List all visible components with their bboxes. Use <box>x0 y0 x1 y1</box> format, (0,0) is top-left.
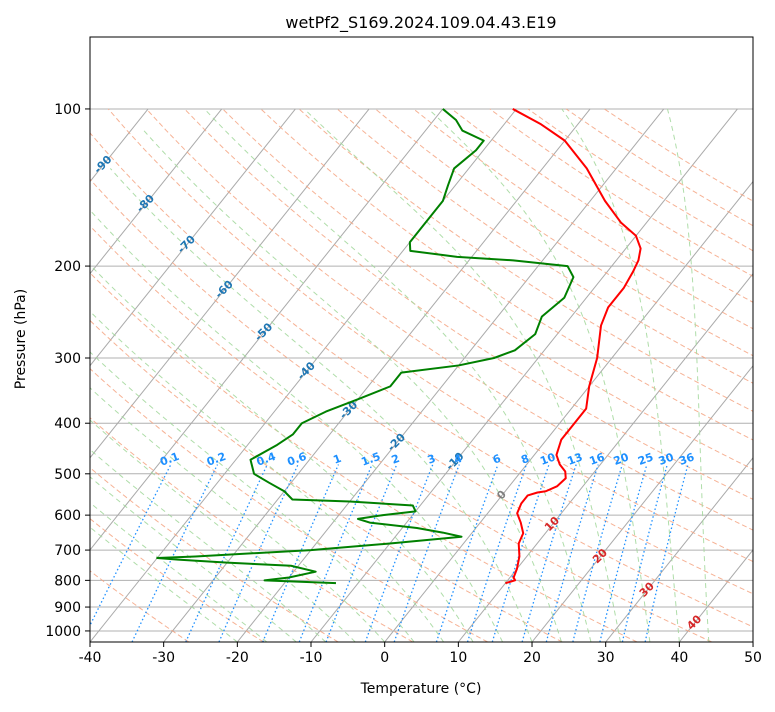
mixing-ratio-label: 8 <box>519 452 531 467</box>
mixing-ratio-label: 13 <box>566 451 585 468</box>
dry-adiabats <box>0 109 775 642</box>
isotherm-line <box>0 109 369 642</box>
isotherm-line <box>311 109 737 642</box>
dry-adiabat-line <box>0 109 338 642</box>
x-tick-label: 40 <box>670 650 688 666</box>
dry-adiabat-line <box>299 109 775 642</box>
x-tick-label: 20 <box>523 650 541 666</box>
y-tick-label: 800 <box>54 573 81 589</box>
mixing-ratio-label: 16 <box>588 450 607 468</box>
dewpoint-profile-line <box>157 109 573 583</box>
x-tick-label: -20 <box>226 650 249 666</box>
moist-adiabat-line <box>0 380 237 642</box>
mixing-ratio-label: 36 <box>677 450 696 468</box>
moist-adiabat-line <box>428 109 649 642</box>
x-tick-label: 50 <box>744 650 762 666</box>
dry-adiabat-line <box>0 109 488 642</box>
isotherm-line <box>0 109 222 642</box>
x-axis-label: Temperature (°C) <box>360 681 482 697</box>
dry-adiabat-label: 40 <box>684 612 704 632</box>
dry-adiabat-line <box>146 109 775 642</box>
isotherm-line <box>0 109 1 642</box>
isotherm-line <box>458 109 775 642</box>
isotherm-line <box>679 109 775 642</box>
y-axis-label: Pressure (hPa) <box>13 289 29 389</box>
dry-adiabat-label: -30 <box>337 398 360 421</box>
chart-title: wetPf2_S169.2024.109.04.43.E19 <box>285 13 556 33</box>
mixing-ratio-line <box>546 465 598 642</box>
isotherm-line <box>753 109 775 642</box>
y-axis-ticks: 100 200 300 400 500 600 700 800 900 1000 <box>45 102 90 640</box>
moist-adiabat-line <box>144 131 562 642</box>
mixing-ratio-label: 25 <box>636 451 655 468</box>
x-axis-ticks: -40 -30 -20 -10 0 10 20 30 40 50 <box>79 642 762 666</box>
isotherm-line <box>385 109 775 642</box>
y-tick-label: 500 <box>54 467 81 483</box>
moist-adiabat-line <box>110 168 532 642</box>
mixing-ratio-label: 20 <box>612 450 631 468</box>
mixing-ratio-label: 0.4 <box>255 450 278 469</box>
x-tick-label: -40 <box>79 650 102 666</box>
dry-adiabat-label: -80 <box>134 192 157 215</box>
dry-adiabat-line <box>375 109 775 642</box>
mixing-ratio-line <box>326 465 397 642</box>
mixing-ratio-label: 10 <box>538 450 557 468</box>
dry-adiabat-label: 30 <box>637 579 657 599</box>
dry-adiabat-label: -20 <box>385 431 408 454</box>
mixing-ratio-label: 0.1 <box>158 450 181 469</box>
mixing-ratio-line <box>522 465 576 642</box>
mixing-ratio-label: 0.2 <box>205 450 228 469</box>
x-tick-label: 10 <box>449 650 467 666</box>
dry-adiabat-label: -90 <box>91 153 114 176</box>
dry-adiabat-line <box>0 109 637 642</box>
moist-adiabat-line <box>36 254 444 642</box>
y-tick-label: 1000 <box>45 624 81 640</box>
y-tick-label: 300 <box>54 351 81 367</box>
dry-adiabat-line <box>452 109 775 642</box>
mixing-ratio-line <box>82 465 171 642</box>
x-tick-label: 0 <box>380 650 389 666</box>
mixing-ratio-label: 2 <box>390 452 402 467</box>
y-tick-label: 900 <box>54 600 81 616</box>
y-tick-label: 600 <box>54 508 81 524</box>
dry-adiabat-label: -70 <box>175 232 198 255</box>
mixing-ratio-label: 6 <box>491 452 503 467</box>
x-tick-label: 30 <box>597 650 615 666</box>
y-tick-label: 100 <box>54 102 81 118</box>
dry-adiabat-label: -40 <box>295 359 318 382</box>
dry-adiabat-line <box>337 109 775 642</box>
y-tick-label: 400 <box>54 416 81 432</box>
dry-adiabat-label: -60 <box>212 278 235 301</box>
plot-area: -100-90-80-70-60-50-40-30-20-10010203040… <box>0 109 775 642</box>
mixing-ratio-label: 1 <box>331 452 343 467</box>
isotherm-line <box>0 109 74 642</box>
profile-series <box>157 109 640 583</box>
isotherm-grid <box>0 109 775 642</box>
dry-adiabat-label: -50 <box>252 320 275 343</box>
plot-frame <box>90 37 753 642</box>
mixing-ratio-line <box>622 465 667 642</box>
x-tick-label: -30 <box>152 650 175 666</box>
dry-adiabat-line <box>32 109 775 642</box>
isotherm-line <box>0 109 295 642</box>
mixing-ratio-line <box>645 465 688 642</box>
y-tick-label: 200 <box>54 259 81 275</box>
moist-adiabat-line <box>562 109 680 642</box>
x-tick-label: -10 <box>300 650 323 666</box>
y-tick-label: 700 <box>54 543 81 559</box>
